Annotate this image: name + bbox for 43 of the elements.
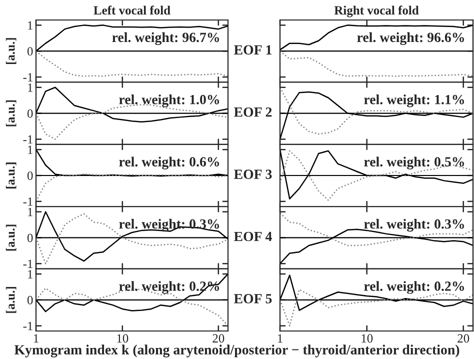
annotation: rel. weight: 1.0% [119, 94, 220, 108]
y-axis-title: [a.u.] [6, 100, 16, 126]
y-axis-title: EOF 2 [234, 107, 272, 117]
y-tick-label: 0 [27, 172, 33, 180]
y-tick-label: 1 [28, 146, 32, 154]
y-tick-label: 1 [28, 83, 32, 92]
y-tick-label: -1 [23, 260, 32, 268]
x-tick-label: 1 [278, 334, 282, 342]
x-tick-label: 20 [212, 334, 224, 343]
y-axis-title: [a.u.] [6, 162, 16, 188]
y-axis-title: [a.u.] [6, 224, 16, 251]
y-axis-title: [a.u.] [6, 38, 16, 64]
y-tick-label: -1 [23, 198, 32, 206]
chart-title: Right vocal fold [334, 6, 419, 18]
y-tick-label: 0 [27, 296, 33, 304]
y-axis-title: [a.u.] [6, 286, 16, 313]
y-axis-title: EOF 4 [234, 232, 272, 242]
annotation: rel. weight: 0.5% [364, 156, 464, 170]
x-tick-label: 10 [362, 334, 373, 343]
chart-title: Left vocal fold [94, 6, 170, 15]
annotation: rel. weight: 96.7% [112, 32, 220, 46]
annotation: rel. weight: 0.3% [119, 218, 220, 232]
y-axis-title: EOF 3 [234, 170, 272, 179]
annotation: rel. weight: 0.6% [119, 156, 220, 170]
annotation: rel. weight: 0.2% [364, 281, 464, 294]
y-tick-label: 0 [27, 47, 33, 56]
x-tick-label: 20 [458, 334, 470, 343]
y-tick-label: -1 [23, 322, 32, 330]
x-axis-title: Kymogram index k (along arytenoid/posterior − thyroid/anterior direction) [14, 344, 460, 358]
x-tick-label: 1 [34, 334, 38, 342]
y-tick-label: 1 [28, 21, 32, 30]
y-tick-label: 0 [27, 109, 33, 118]
y-axis-title: EOF 5 [234, 294, 272, 304]
y-tick-label: -1 [23, 135, 32, 144]
annotation: rel. weight: 0.3% [364, 218, 464, 232]
annotation: rel. weight: 1.1% [364, 94, 464, 108]
annotation: rel. weight: 96.6% [357, 32, 464, 46]
y-tick-label: 1 [28, 208, 32, 216]
y-tick-label: 1 [28, 270, 32, 278]
y-tick-label: 0 [27, 234, 33, 242]
y-axis-title: EOF 1 [234, 45, 272, 55]
y-tick-label: -1 [23, 73, 32, 82]
x-tick-label: 10 [117, 334, 128, 343]
